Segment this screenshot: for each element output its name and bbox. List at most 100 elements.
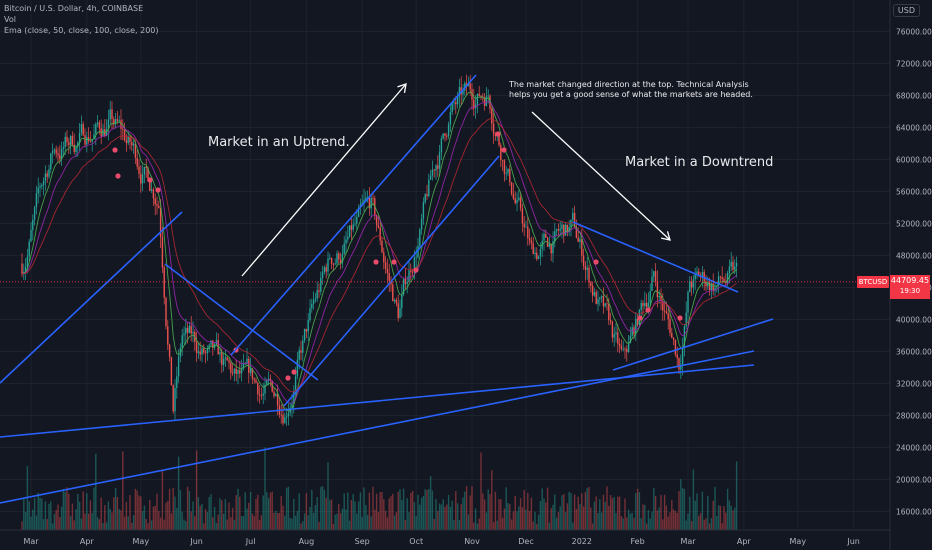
analysis-note-line2: helps you get a good sense of what the m… [509,90,753,99]
candle-body [642,302,644,307]
candle-body [109,109,111,120]
volume-bar [242,516,245,530]
volume-bar [582,506,585,530]
volume-bar [284,515,286,530]
volume-bar [152,506,155,530]
volume-bar [237,488,239,530]
volume-bar [320,486,322,530]
candle-body [152,189,155,199]
candle-body [680,364,682,370]
volume-bar [336,513,338,530]
candle-body [401,294,403,309]
volume-bar [325,497,327,530]
volume-bar [321,486,324,530]
volume-bar [318,521,320,530]
volume-bar [55,510,57,530]
ema-200-line [21,118,737,393]
candle-body [170,356,173,386]
volume-bar [365,505,367,530]
volume-bar [226,519,228,530]
volume-bar [676,512,678,530]
downtrend-annotation[interactable]: Market in a Downtrend [625,155,774,170]
candle-body [600,296,603,298]
candle-body [672,337,675,341]
signal-markers [112,131,683,381]
candle-body [626,349,628,352]
volume-bar [262,495,264,530]
candle-body [311,303,313,309]
candle-body [226,357,228,361]
candle-body [325,267,327,272]
downtrend-resistance [572,221,739,293]
candle-body [599,297,601,300]
candle-body [381,240,383,253]
volume-bar [350,500,353,530]
volume-bar [726,488,729,530]
volume-bar [381,492,383,530]
volume-bar [228,502,230,530]
candle-body [59,155,61,159]
candle-body [242,363,245,369]
x-tick-label: Nov [464,537,480,546]
volume-bar [572,522,574,530]
volume-bar [264,447,266,530]
candle-body [719,276,722,278]
volume-bar [399,489,401,530]
candle-body [91,139,93,142]
candle-body [159,207,162,238]
candle-body [514,198,516,204]
candle-body [203,348,205,353]
candle-body [174,387,176,412]
candle-body [361,202,363,205]
volume-bar [420,498,423,530]
y-tick-label: 32000.00 [896,380,932,389]
candle-body [282,414,284,424]
volume-bar [86,493,88,530]
volume-bar [168,488,171,530]
candle-body [233,368,236,374]
candle-body [284,417,286,424]
candle-body [510,182,513,194]
volume-bar [33,497,36,530]
signal-marker [391,259,397,265]
uptrend-annotation[interactable]: Market in an Uptrend. [208,135,350,150]
candle-body [345,239,347,244]
signal-marker [645,307,651,313]
candle-body [428,179,430,197]
candle-body [127,136,129,144]
ema-50-line [21,91,737,412]
volume-bar [257,494,259,530]
candle-body [620,345,623,350]
uptrend-arrow-head [397,83,407,93]
candle-body [597,299,599,304]
candle-body [330,257,333,264]
y-tick-label: 16000.00 [896,508,932,517]
volume-bar [590,507,592,530]
candle-body [417,245,419,258]
x-tick-label: Sep [355,537,370,546]
currency-button[interactable]: USD [892,4,920,17]
analysis-note[interactable]: The market changed direction at the top.… [509,80,753,100]
volume-bar [30,516,32,530]
volume-bar [701,491,704,530]
candle-body [149,180,151,191]
candle-body [651,276,653,292]
candle-body [393,299,396,302]
volume-bar [662,519,664,530]
volume-bar [667,516,669,530]
candle-body [156,204,158,206]
volume-bar [674,511,677,530]
volume-bar [588,486,590,530]
volume-bar [69,516,72,530]
candle-body [66,136,68,143]
candle-body [660,296,662,301]
volume-bar [669,512,671,530]
volume-bar [716,515,718,530]
volume-bar [696,493,698,530]
volume-bar [577,496,579,530]
volume-bar [424,489,426,530]
volume-bar [730,505,732,530]
candle-body [636,318,639,325]
candle-body [266,380,268,385]
